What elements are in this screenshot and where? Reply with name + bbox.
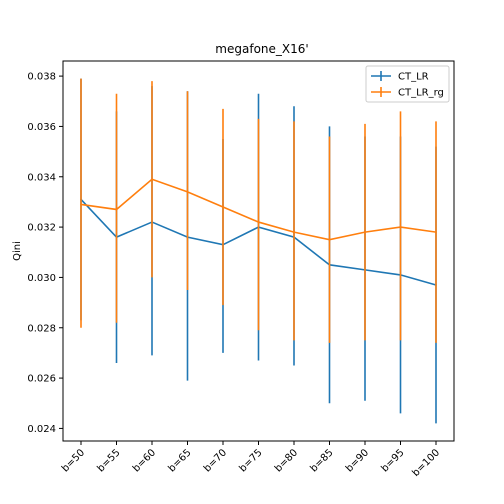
data-point (186, 191, 189, 193)
legend-item: CT_LR (371, 71, 429, 83)
legend-label: CT_LR (398, 72, 429, 83)
legend-item: CT_LR_rg (371, 87, 444, 99)
x-tick-label: b=70 (202, 447, 229, 474)
data-point (435, 231, 437, 233)
data-point (293, 231, 295, 233)
y-tick-label: 0.026 (27, 374, 56, 385)
y-tick-label: 0.038 (27, 72, 56, 83)
y-tick-label: 0.028 (27, 323, 56, 334)
x-tick-label: b=85 (308, 447, 335, 474)
legend-label: CT_LR_rg (398, 88, 444, 99)
y-tick-label: 0.024 (27, 424, 56, 435)
x-tick-label: b=65 (166, 447, 193, 474)
x-tick-label: b=55 (95, 447, 122, 474)
data-point (257, 221, 260, 223)
data-point (222, 206, 224, 208)
data-point (80, 203, 82, 206)
plot-series (80, 78, 437, 424)
y-tick-label: 0.032 (27, 223, 56, 234)
y-tick-label: 0.036 (27, 122, 56, 133)
data-point (364, 231, 366, 233)
y-axis: 0.024 0.026 0.028 0.030 0.032 0.034 0.036 0.038 (27, 72, 63, 435)
x-axis: b=50 b=55 b=60 b=65 b=70 b=75 b=80 b=85 b=90 b=95… (60, 441, 442, 479)
y-axis-label: Qini (12, 241, 23, 261)
data-point (115, 208, 118, 211)
x-tick-label: b=80 (273, 447, 300, 474)
x-tick-label: b=100 (410, 447, 442, 479)
y-tick-label: 0.034 (27, 172, 56, 183)
x-tick-label: b=90 (344, 447, 371, 474)
x-tick-label: b=50 (60, 447, 87, 474)
legend-box (365, 65, 450, 103)
y-tick-label: 0.030 (27, 273, 56, 284)
legend: CT_LR CT_LR_rg (365, 65, 450, 103)
x-tick-label: b=95 (379, 447, 406, 474)
data-point (399, 226, 402, 228)
data-point (328, 238, 331, 241)
x-tick-label: b=60 (131, 447, 158, 474)
chart-title: megafone_X16' (215, 42, 308, 56)
data-point (151, 178, 153, 181)
x-tick-label: b=75 (237, 447, 264, 474)
series-CT_LR_rg (80, 78, 437, 343)
